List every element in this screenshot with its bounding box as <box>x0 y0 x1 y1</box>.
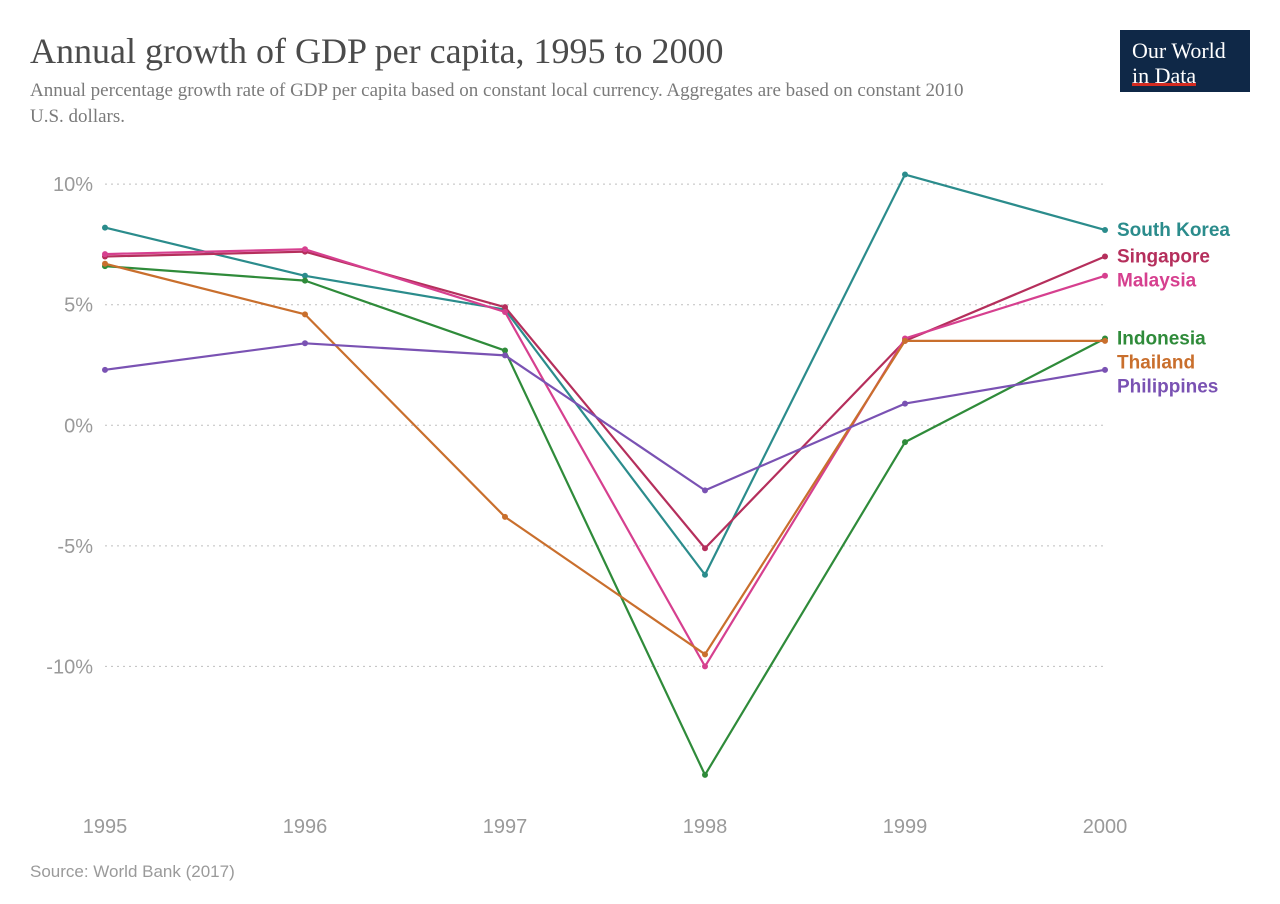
x-axis-label: 1997 <box>483 816 528 838</box>
series-marker <box>502 309 508 315</box>
series-marker <box>502 514 508 520</box>
series-label: Indonesia <box>1117 328 1206 349</box>
series-marker <box>702 487 708 493</box>
y-axis-label: -10% <box>46 656 93 678</box>
series-marker <box>302 340 308 346</box>
chart-title: Annual growth of GDP per capita, 1995 to… <box>30 30 1090 72</box>
series-marker <box>102 261 108 267</box>
logo-underline <box>1132 83 1196 86</box>
series-marker <box>902 338 908 344</box>
series-marker <box>902 401 908 407</box>
series-label: Singapore <box>1117 247 1210 268</box>
y-axis-label: 10% <box>53 174 93 196</box>
series-label: South Korea <box>1117 220 1230 241</box>
series-marker <box>302 311 308 317</box>
x-axis-label: 1999 <box>883 816 928 838</box>
series-marker <box>1102 367 1108 373</box>
x-axis-label: 1998 <box>683 816 728 838</box>
series-marker <box>1102 338 1108 344</box>
series-marker <box>702 772 708 778</box>
series-marker <box>702 651 708 657</box>
series-marker <box>1102 254 1108 260</box>
series-marker <box>702 663 708 669</box>
series-marker <box>702 572 708 578</box>
series-line <box>105 252 1105 549</box>
x-axis-label: 2000 <box>1083 816 1128 838</box>
series-marker <box>502 352 508 358</box>
series-label: Thailand <box>1117 352 1195 373</box>
series-line <box>105 175 1105 575</box>
series-marker <box>902 439 908 445</box>
x-axis-label: 1995 <box>83 816 128 838</box>
series-marker <box>102 367 108 373</box>
series-marker <box>102 251 108 257</box>
series-marker <box>302 246 308 252</box>
series-marker <box>302 278 308 284</box>
chart-area: 10% 5% 0% -5% -10% 1995 1996 1997 1998 1999 2000 So… <box>30 140 1250 844</box>
x-axis-label: 1996 <box>283 816 328 838</box>
chart-subtitle: Annual percentage growth rate of GDP per… <box>30 78 990 129</box>
source-text: Source: World Bank (2017) <box>30 862 235 882</box>
y-axis-label: -5% <box>57 536 93 558</box>
series-marker <box>1102 273 1108 279</box>
owid-logo: Our World in Data <box>1120 30 1250 92</box>
y-axis-label: 5% <box>64 295 93 317</box>
series-marker <box>1102 227 1108 233</box>
series-marker <box>702 545 708 551</box>
series-marker <box>102 225 108 231</box>
series-label: Malaysia <box>1117 271 1197 292</box>
series-marker <box>902 172 908 178</box>
logo-line1: Our World <box>1132 38 1238 63</box>
line-chart: 10% 5% 0% -5% -10% 1995 1996 1997 1998 1999 2000 So… <box>30 140 1250 844</box>
series-line <box>105 266 1105 775</box>
series-label: Philippines <box>1117 376 1218 397</box>
y-axis-label: 0% <box>64 415 93 437</box>
series-line <box>105 249 1105 666</box>
